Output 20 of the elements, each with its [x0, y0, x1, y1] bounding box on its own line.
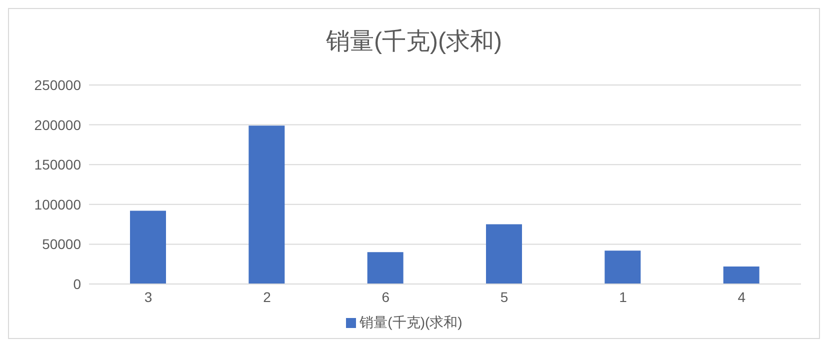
x-tick-label: 5 — [500, 288, 508, 305]
legend-label: 销量(千克)(求和) — [360, 314, 462, 330]
bar — [367, 252, 404, 284]
bar — [130, 210, 166, 284]
bar — [248, 126, 285, 284]
bar — [486, 224, 522, 284]
y-tick-label: 150000 — [34, 156, 82, 173]
x-tick-label: 1 — [619, 288, 628, 305]
chart-title: 销量(千克)(求和) — [325, 27, 503, 57]
x-tick-label: 6 — [382, 288, 390, 305]
x-tick-label: 4 — [738, 288, 746, 305]
y-tick-label: 200000 — [34, 116, 82, 133]
bar — [604, 250, 641, 284]
y-tick-label: 100000 — [34, 196, 82, 212]
y-tick-label: 0 — [73, 276, 82, 292]
y-tick-label: 50000 — [42, 236, 82, 252]
x-tick-label: 3 — [144, 288, 152, 305]
bar — [723, 266, 760, 284]
x-tick-label: 2 — [263, 288, 272, 305]
y-tick-label: 250000 — [34, 76, 82, 93]
